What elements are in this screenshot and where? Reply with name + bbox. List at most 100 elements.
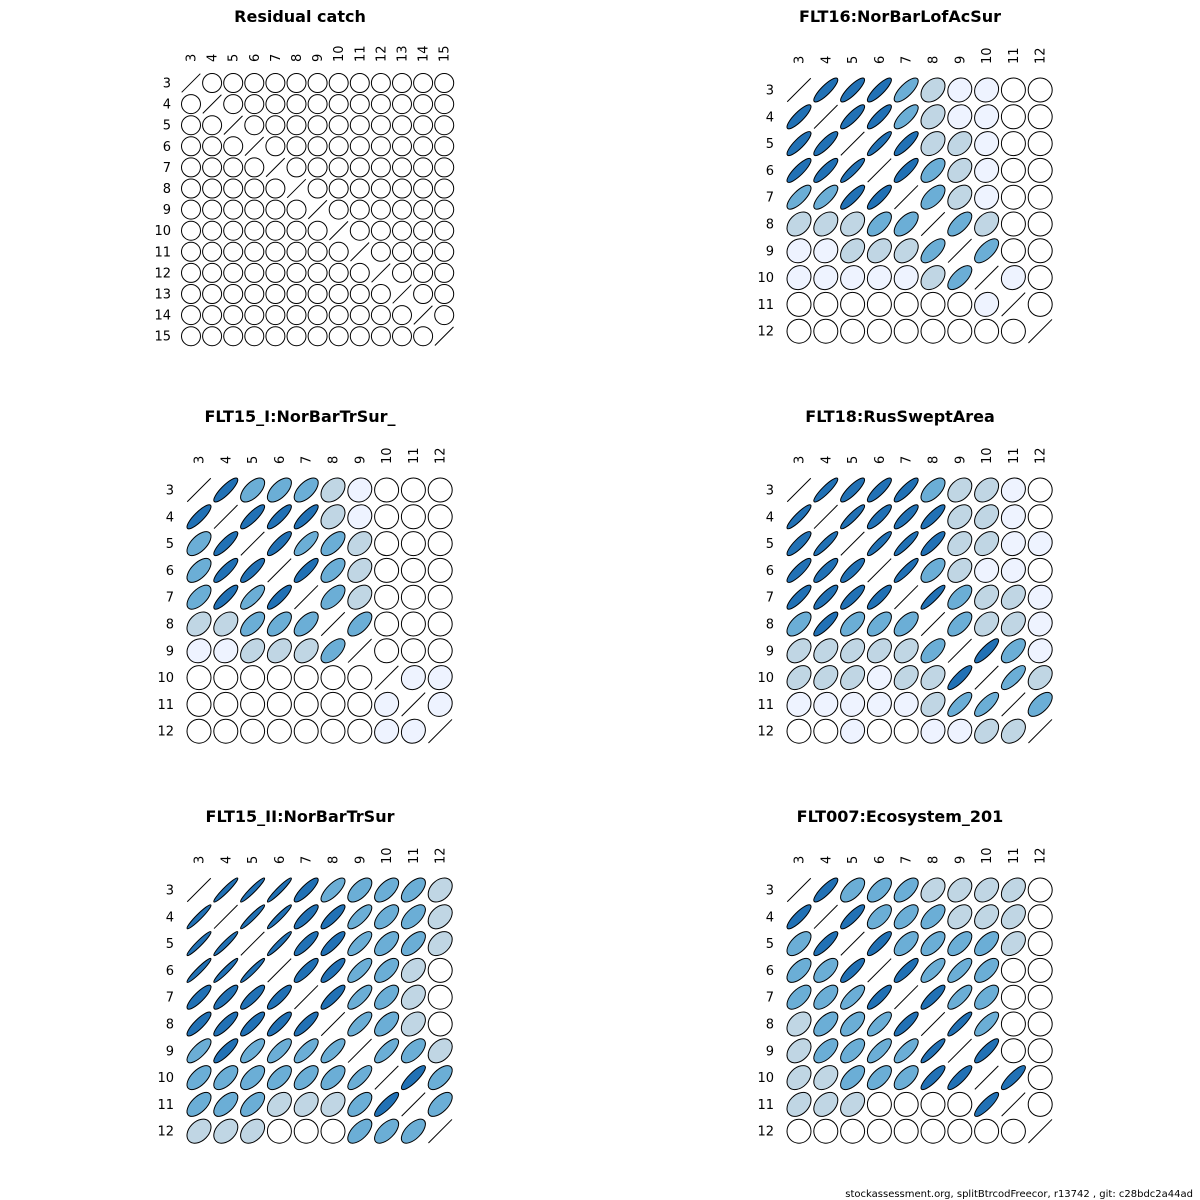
correlation-ellipse <box>293 504 319 530</box>
diagonal-mark <box>1028 719 1053 744</box>
correlation-ellipse <box>392 220 412 241</box>
correlation-ellipse <box>920 665 946 691</box>
diagonal-mark <box>202 94 222 114</box>
correlation-ellipse <box>244 262 265 283</box>
row-age-label: 4 <box>766 910 774 925</box>
correlation-ellipse <box>866 504 892 530</box>
correlation-ellipse <box>427 531 453 557</box>
correlation-ellipse <box>213 718 239 744</box>
correlation-ellipse <box>293 691 319 717</box>
correlation-ellipse <box>186 584 212 610</box>
diagonal-mark <box>186 477 212 503</box>
correlation-ellipse <box>947 691 973 717</box>
correlation-ellipse <box>893 238 919 264</box>
correlation-ellipse <box>240 611 266 637</box>
diagonal-mark <box>867 558 892 583</box>
column-age-label: 12 <box>434 847 449 864</box>
correlation-ellipse <box>392 115 412 136</box>
correlation-ellipse <box>293 957 319 983</box>
correlation-ellipse <box>307 136 328 157</box>
correlation-ellipse <box>786 957 812 983</box>
diagonal-mark <box>347 1038 372 1063</box>
correlation-ellipse <box>947 504 973 530</box>
correlation-ellipse <box>840 238 866 264</box>
column-age-label: 8 <box>327 456 342 464</box>
correlation-ellipse <box>920 104 946 130</box>
column-age-label: 11 <box>1007 447 1022 464</box>
column-age-label: 3 <box>193 856 208 864</box>
correlation-ellipse <box>947 984 973 1010</box>
diagonal-mark <box>392 284 412 304</box>
column-age-label: 10 <box>332 45 347 62</box>
correlation-ellipse <box>920 718 946 744</box>
correlation-ellipse <box>374 557 400 583</box>
diagonal-mark <box>240 931 265 956</box>
correlation-ellipse <box>920 1118 946 1144</box>
correlation-ellipse <box>786 1118 812 1144</box>
correlation-ellipse <box>866 184 892 210</box>
correlation-ellipse <box>786 1091 812 1117</box>
correlation-ellipse <box>293 1011 319 1037</box>
correlation-ellipse <box>240 877 266 903</box>
diagonal-mark <box>350 242 370 262</box>
correlation-ellipse <box>240 557 266 583</box>
correlation-ellipse <box>370 178 391 199</box>
correlation-ellipse <box>866 104 892 130</box>
correlation-ellipse <box>840 1118 866 1144</box>
correlation-ellipse <box>813 665 839 691</box>
correlation-ellipse <box>893 638 919 664</box>
correlation-ellipse <box>240 957 266 983</box>
correlation-ellipse <box>413 178 434 199</box>
correlation-ellipse <box>392 305 412 326</box>
correlation-ellipse <box>920 238 946 264</box>
correlation-ellipse <box>920 557 946 583</box>
correlation-ellipse <box>400 931 426 957</box>
diagonal-mark <box>867 158 892 183</box>
row-age-label: 6 <box>163 140 171 155</box>
diagonal-mark <box>947 638 972 663</box>
correlation-ellipse <box>293 931 319 957</box>
column-age-label: 3 <box>793 56 808 64</box>
correlation-ellipse <box>240 638 266 664</box>
correlation-ellipse <box>866 691 892 717</box>
correlation-ellipse <box>786 318 812 344</box>
correlation-ellipse <box>202 220 223 241</box>
correlation-ellipse <box>1000 104 1026 130</box>
correlation-ellipse <box>427 877 453 903</box>
correlation-ellipse <box>786 665 812 691</box>
correlation-ellipse <box>947 877 973 903</box>
diagonal-mark <box>840 931 865 956</box>
correlation-ellipse <box>434 220 455 241</box>
correlation-ellipse <box>866 77 892 103</box>
correlation-ellipse <box>202 157 223 178</box>
correlation-ellipse <box>920 1091 946 1117</box>
correlation-ellipse <box>1000 77 1026 103</box>
correlation-ellipse <box>427 638 453 664</box>
correlation-ellipse <box>840 611 866 637</box>
correlation-ellipse <box>1000 557 1026 583</box>
row-age-label: 11 <box>154 245 171 260</box>
correlation-ellipse <box>893 557 919 583</box>
correlation-ellipse <box>400 477 426 503</box>
column-age-label: 7 <box>900 56 915 64</box>
column-age-label: 4 <box>819 56 834 64</box>
correlation-ellipse <box>186 1038 212 1064</box>
correlation-ellipse <box>786 1065 812 1091</box>
correlation-ellipse <box>307 305 328 326</box>
correlation-ellipse <box>434 73 455 93</box>
correlation-ellipse <box>786 611 812 637</box>
column-age-label: 9 <box>953 56 968 64</box>
correlation-ellipse <box>813 184 839 210</box>
column-age-label: 9 <box>953 856 968 864</box>
column-age-label: 11 <box>353 45 368 62</box>
correlation-ellipse <box>1027 638 1053 664</box>
correlation-ellipse <box>400 638 426 664</box>
row-age-label: 10 <box>757 1071 774 1086</box>
correlation-ellipse <box>920 1065 946 1091</box>
correlation-ellipse <box>392 326 412 347</box>
correlation-ellipse <box>813 1065 839 1091</box>
correlation-ellipse <box>1027 611 1053 637</box>
correlation-ellipse <box>181 136 201 157</box>
diagonal-mark <box>347 638 372 663</box>
correlation-ellipse <box>240 904 266 930</box>
